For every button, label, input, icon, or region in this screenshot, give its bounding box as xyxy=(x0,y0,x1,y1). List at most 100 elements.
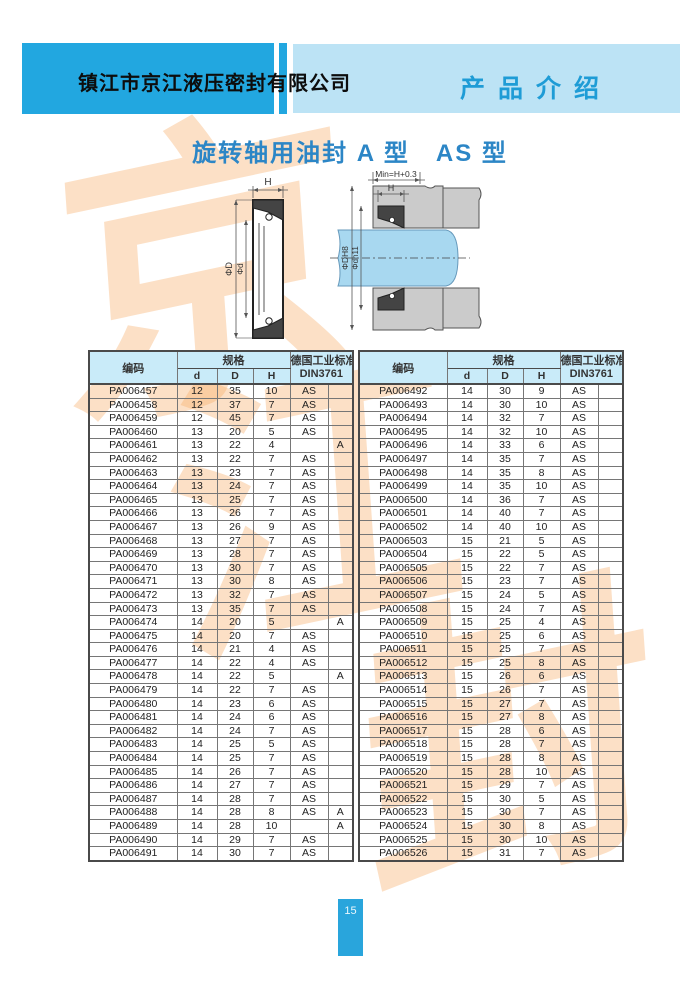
d-value-cell: 15 xyxy=(446,723,488,739)
d-value-cell: 13 xyxy=(176,547,218,562)
col-header-H: H xyxy=(252,368,291,385)
dim-label-phid: Φd xyxy=(235,263,245,275)
spec-table-right: 编码 规格 德国工业标准 DIN3761 d D H PA006492 14 30 9 A… xyxy=(358,350,625,862)
d-value-cell: 15 xyxy=(446,846,488,862)
D-value-cell: 26 xyxy=(216,506,254,521)
din-a-cell xyxy=(597,819,624,834)
D-value-cell: 30 xyxy=(486,819,524,834)
part-code-cell: PA006494 xyxy=(358,411,448,426)
din-line2: DIN3761 xyxy=(569,367,613,380)
din-line1: 德国工业标准 xyxy=(290,354,354,367)
d-value-cell: 15 xyxy=(446,560,488,576)
table-row: PA006470 13 30 7 AS xyxy=(88,560,354,576)
d-value-cell: 14 xyxy=(176,737,218,753)
din-as-cell: AS xyxy=(289,451,329,467)
din-a-cell xyxy=(597,397,624,413)
din-a-cell xyxy=(597,519,624,535)
d-value-cell: 14 xyxy=(446,383,488,399)
D-value-cell: 24 xyxy=(486,587,524,603)
part-code-cell: PA006490 xyxy=(88,832,178,848)
part-code-cell: PA006526 xyxy=(358,846,448,862)
table-row: PA006516 15 27 8 AS xyxy=(358,710,624,725)
H-value-cell: 5 xyxy=(252,424,291,440)
din-as-cell: AS xyxy=(559,601,599,617)
d-value-cell: 15 xyxy=(446,615,488,630)
part-code-cell: PA006520 xyxy=(358,764,448,780)
D-value-cell: 26 xyxy=(486,683,524,698)
seal-cross-section xyxy=(234,186,288,339)
H-value-cell: 7 xyxy=(522,778,561,793)
part-code-cell: PA006498 xyxy=(358,465,448,481)
part-code-cell: PA006511 xyxy=(358,642,448,657)
din-as-cell: AS xyxy=(559,683,599,698)
D-value-cell: 26 xyxy=(486,669,524,685)
D-value-cell: 30 xyxy=(216,574,254,589)
H-value-cell: 7 xyxy=(252,601,291,617)
part-code-cell: PA006493 xyxy=(358,397,448,413)
table-row: PA006481 14 24 6 AS xyxy=(88,710,354,725)
d-value-cell: 13 xyxy=(176,424,218,440)
d-value-cell: 14 xyxy=(176,683,218,698)
table-row: PA006510 15 25 6 AS xyxy=(358,628,624,644)
din-as-cell: AS xyxy=(559,655,599,671)
din-as-cell: AS xyxy=(289,696,329,712)
part-code-cell: PA006502 xyxy=(358,519,448,535)
din-as-cell: AS xyxy=(559,805,599,820)
col-header-code: 编码 xyxy=(88,350,178,385)
page-number: 15 xyxy=(338,899,363,956)
din-a-cell: A xyxy=(327,615,354,630)
table-row: PA006489 14 28 10 A xyxy=(88,819,354,834)
D-value-cell: 30 xyxy=(486,791,524,807)
D-value-cell: 23 xyxy=(486,574,524,589)
d-value-cell: 14 xyxy=(176,846,218,862)
d-value-cell: 14 xyxy=(446,424,488,440)
din-as-cell: AS xyxy=(289,424,329,440)
table-row: PA006505 15 22 7 AS xyxy=(358,560,624,576)
din-as-cell: AS xyxy=(289,751,329,766)
d-value-cell: 15 xyxy=(446,805,488,820)
din-a-cell xyxy=(597,778,624,793)
table-row: PA006508 15 24 7 AS xyxy=(358,601,624,617)
din-a-cell xyxy=(597,601,624,617)
din-as-cell: AS xyxy=(289,547,329,562)
D-value-cell: 35 xyxy=(486,465,524,481)
table-row: PA006496 14 33 6 AS xyxy=(358,438,624,453)
H-value-cell: 4 xyxy=(252,438,291,453)
part-code-cell: PA006463 xyxy=(88,465,178,481)
table-row: PA006474 14 20 5 A xyxy=(88,615,354,630)
din-a-cell xyxy=(597,492,624,508)
table-row: PA006487 14 28 7 AS xyxy=(88,791,354,807)
din-as-cell: AS xyxy=(289,533,329,549)
din-a-cell xyxy=(327,846,354,862)
d-value-cell: 13 xyxy=(176,587,218,603)
part-code-cell: PA006478 xyxy=(88,669,178,685)
D-value-cell: 24 xyxy=(216,723,254,739)
H-value-cell: 7 xyxy=(252,560,291,576)
oil-seal-diagram: H ΦD Φd Min=H+0.3 H ΦDH8 Φdh11 xyxy=(180,168,520,348)
table-row: PA006513 15 26 6 AS xyxy=(358,669,624,685)
d-value-cell: 13 xyxy=(176,601,218,617)
part-code-cell: PA006522 xyxy=(358,791,448,807)
din-a-cell xyxy=(327,533,354,549)
D-value-cell: 35 xyxy=(486,451,524,467)
H-value-cell: 7 xyxy=(252,832,291,848)
D-value-cell: 26 xyxy=(216,519,254,535)
part-code-cell: PA006515 xyxy=(358,696,448,712)
din-as-cell: AS xyxy=(559,506,599,521)
table-row: PA006478 14 22 5 A xyxy=(88,669,354,685)
din-a-cell xyxy=(327,751,354,766)
din-a-cell xyxy=(327,737,354,753)
col-header-d: d xyxy=(176,368,218,385)
d-value-cell: 14 xyxy=(176,819,218,834)
table-row: PA006490 14 29 7 AS xyxy=(88,832,354,848)
H-value-cell: 7 xyxy=(522,560,561,576)
d-value-cell: 15 xyxy=(446,696,488,712)
part-code-cell: PA006496 xyxy=(358,438,448,453)
part-code-cell: PA006501 xyxy=(358,506,448,521)
din-as-cell: AS xyxy=(289,723,329,739)
din-a-cell xyxy=(597,533,624,549)
d-value-cell: 14 xyxy=(446,519,488,535)
part-code-cell: PA006464 xyxy=(88,479,178,494)
din-a-cell xyxy=(597,832,624,848)
table-row: PA006514 15 26 7 AS xyxy=(358,683,624,698)
